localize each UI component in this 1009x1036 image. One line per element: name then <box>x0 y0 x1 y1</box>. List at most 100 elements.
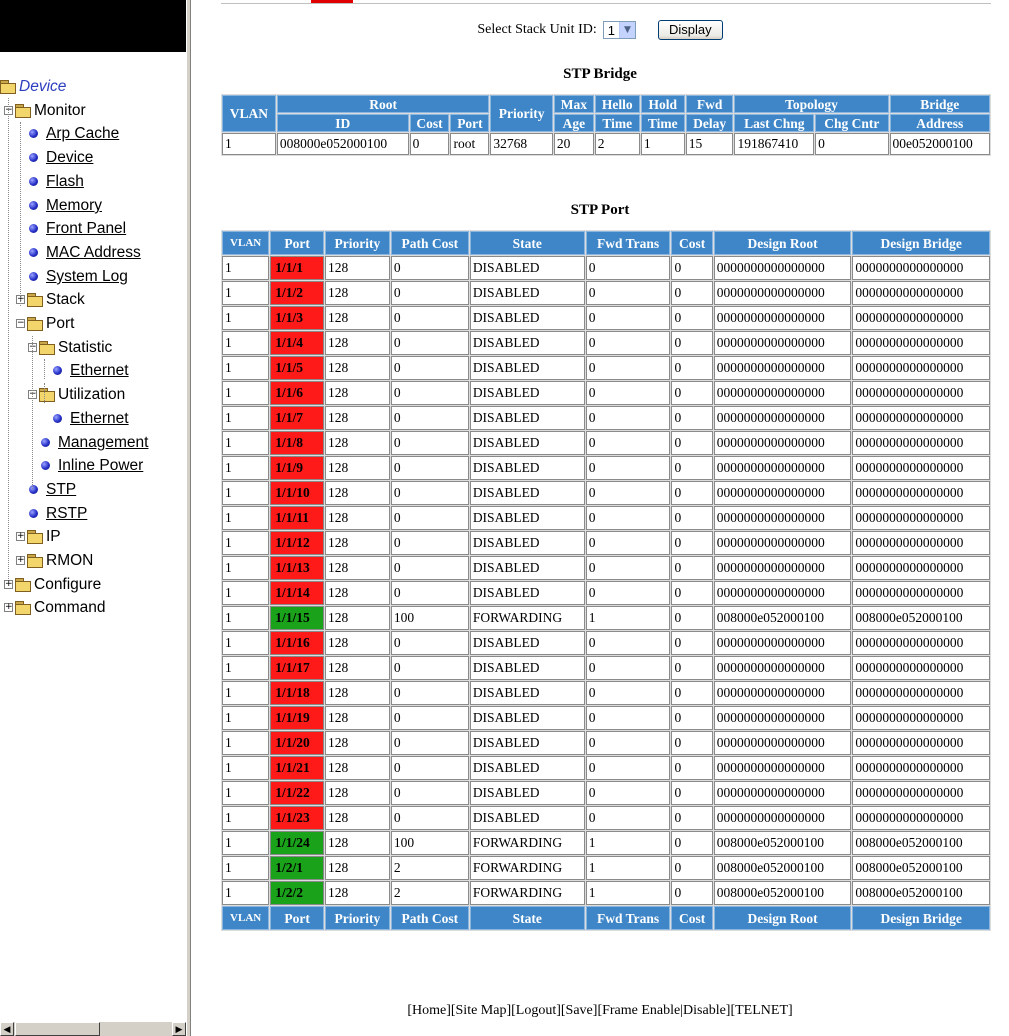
cell-state: FORWARDING <box>469 881 585 905</box>
cell-port: 1/1/22 <box>270 781 324 805</box>
nav-item-label[interactable]: Flash <box>46 173 84 190</box>
cell-design-bridge: 0000000000000000 <box>852 331 990 355</box>
nav-item-label: IP <box>46 528 61 545</box>
cell-design-bridge: 0000000000000000 <box>852 306 990 330</box>
cell-vlan: 1 <box>222 133 276 155</box>
cell-vlan: 1 <box>222 356 270 380</box>
nav-item-label[interactable]: RSTP <box>46 505 88 522</box>
collapse-icon[interactable]: − <box>16 318 25 328</box>
cell-vlan: 1 <box>222 856 270 880</box>
cell-priority: 128 <box>324 406 390 430</box>
cell-cost: 0 <box>671 606 713 630</box>
chevron-left-icon[interactable]: ◀ <box>0 1022 14 1036</box>
expand-icon[interactable]: + <box>4 579 13 589</box>
cell-fwd-delay: 15 <box>685 133 734 155</box>
footer-link[interactable]: [Site Map] <box>450 1003 512 1018</box>
nav-item-label[interactable]: Memory <box>46 197 102 214</box>
cell-port: 1/1/16 <box>270 631 324 655</box>
expand-icon[interactable]: + <box>16 531 25 541</box>
cell-fwd-trans: 0 <box>585 331 671 355</box>
nav-item-label[interactable]: Arp Cache <box>46 125 120 142</box>
frame-divider[interactable] <box>186 0 191 1036</box>
cell-fwd-trans: 0 <box>585 806 671 830</box>
table-row: 1 1/1/23 128 0 DISABLED 0 0 0000000000000000 000… <box>222 806 990 830</box>
display-button[interactable]: Display <box>657 20 723 40</box>
cell-priority: 128 <box>324 681 390 705</box>
cell-hello-time: 2 <box>594 133 640 155</box>
cell-design-bridge: 0000000000000000 <box>852 656 990 680</box>
cell-state: DISABLED <box>469 656 585 680</box>
nav-item-label[interactable]: Ethernet <box>70 362 129 379</box>
bullet-icon <box>53 414 62 423</box>
cell-cost: 0 <box>671 556 713 580</box>
chevron-down-icon[interactable]: ▼ <box>618 22 635 38</box>
cell-design-root: 0000000000000000 <box>713 381 852 405</box>
cell-fwd-trans: 1 <box>585 606 671 630</box>
tree-connector <box>8 98 9 579</box>
cell-path-cost: 0 <box>390 356 469 380</box>
nav-item-label: Utilization <box>58 386 126 403</box>
nav-item-label[interactable]: STP <box>46 481 77 498</box>
col-hello-time: Hello <box>594 95 640 113</box>
stack-unit-label: Select Stack Unit ID: <box>477 22 597 37</box>
cell-design-root: 0000000000000000 <box>713 581 852 605</box>
bullet-icon <box>41 438 50 447</box>
footer-link[interactable]: [Home] <box>407 1003 451 1018</box>
cell-state: DISABLED <box>469 631 585 655</box>
cell-design-bridge: 0000000000000000 <box>852 731 990 755</box>
folder-icon <box>27 554 43 568</box>
cell-design-bridge: 0000000000000000 <box>852 456 990 480</box>
nav-item-label[interactable]: Device <box>46 149 94 166</box>
main-content: Select Stack Unit ID: 1 ▼ Display STP Br… <box>191 0 1009 1036</box>
stack-unit-select[interactable]: 1 ▼ <box>602 21 636 39</box>
cell-vlan: 1 <box>222 281 270 305</box>
cell-port: 1/1/5 <box>270 356 324 380</box>
cell-fwd-trans: 0 <box>585 756 671 780</box>
horizontal-scrollbar[interactable]: ◀ ▶ <box>0 1022 186 1036</box>
col-bridge-address: Bridge <box>889 95 990 113</box>
footer-link[interactable]: [Logout] <box>511 1003 561 1018</box>
nav-item-label[interactable]: Ethernet <box>70 410 129 427</box>
nav-item-label[interactable]: System Log <box>46 268 128 285</box>
table-row: 1 1/1/14 128 0 DISABLED 0 0 0000000000000000 000… <box>222 581 990 605</box>
cell-state: DISABLED <box>469 331 585 355</box>
table-row: 1 1/1/4 128 0 DISABLED 0 0 0000000000000000 0000… <box>222 331 990 355</box>
nav-item-label[interactable]: Front Panel <box>46 220 127 237</box>
cell-fwd-trans: 0 <box>585 656 671 680</box>
cell-port: 1/1/2 <box>270 281 324 305</box>
cell-priority: 128 <box>324 831 390 855</box>
cell-design-root: 0000000000000000 <box>713 356 852 380</box>
expand-icon[interactable]: + <box>16 555 25 565</box>
cell-cost: 0 <box>671 456 713 480</box>
cell-path-cost: 0 <box>390 531 469 555</box>
cell-state: DISABLED <box>469 481 585 505</box>
cell-max-age: 20 <box>553 133 594 155</box>
cell-port: 1/1/15 <box>270 606 324 630</box>
footer-link[interactable]: [Save] <box>560 1003 598 1018</box>
bullet-icon <box>29 153 38 162</box>
nav-item-label: RMON <box>46 552 94 569</box>
cell-fwd-trans: 0 <box>585 406 671 430</box>
scrollbar-thumb[interactable] <box>15 1022 100 1036</box>
footer-link[interactable]: [Frame Enable|Disable] <box>597 1003 731 1018</box>
nav-item-label[interactable]: Management <box>58 434 149 451</box>
col-port: Port <box>270 231 324 255</box>
cell-design-root: 0000000000000000 <box>713 556 852 580</box>
nav-item-label[interactable]: Inline Power <box>58 457 144 474</box>
table-row: 1 1/1/15 128 100 FORWARDING 1 0 008000e05200010… <box>222 606 990 630</box>
cell-design-root: 0000000000000000 <box>713 631 852 655</box>
cell-fwd-trans: 0 <box>585 431 671 455</box>
cell-vlan: 1 <box>222 481 270 505</box>
col-root-port: Port <box>450 114 490 132</box>
cell-design-root: 0000000000000000 <box>713 481 852 505</box>
table-row: 1 1/1/2 128 0 DISABLED 0 0 0000000000000000 0000… <box>222 281 990 305</box>
nav-item-label[interactable]: MAC Address <box>46 244 141 261</box>
cell-priority: 128 <box>324 356 390 380</box>
folder-open-icon <box>27 317 43 331</box>
cell-state: DISABLED <box>469 506 585 530</box>
cell-path-cost: 0 <box>390 431 469 455</box>
cell-design-root: 0000000000000000 <box>713 756 852 780</box>
footer-link[interactable]: [TELNET] <box>730 1003 793 1018</box>
chevron-right-icon[interactable]: ▶ <box>172 1022 186 1036</box>
expand-icon[interactable]: + <box>4 602 13 612</box>
